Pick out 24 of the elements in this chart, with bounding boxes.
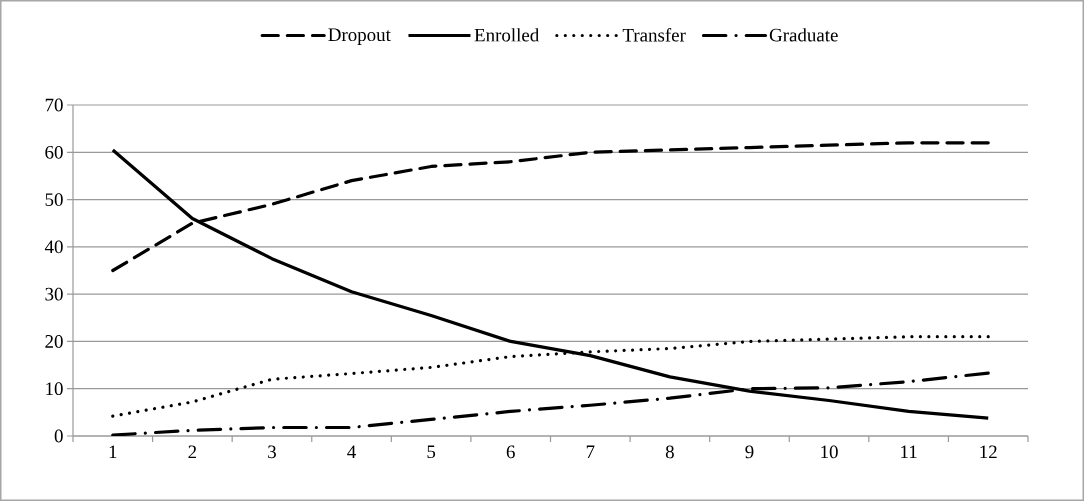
legend-label: Dropout <box>328 28 391 45</box>
y-tick-label: 40 <box>44 240 63 254</box>
legend-label: Transfer <box>622 28 686 42</box>
x-tick-label: 5 <box>427 445 436 459</box>
y-tick-label: 50 <box>45 193 63 206</box>
x-tick-label: 7 <box>586 445 595 458</box>
x-tick-label: 4 <box>347 445 356 458</box>
legend-label: Graduate <box>769 28 838 42</box>
x-tick-label: 2 <box>188 445 197 459</box>
x-tick-label: 9 <box>745 445 754 459</box>
y-tick-label: 20 <box>45 335 63 348</box>
y-tick-label: 60 <box>45 145 63 159</box>
y-tick-label: 0 <box>54 429 63 443</box>
legend-label: Enrolled <box>474 28 540 42</box>
x-tick-label: 11 <box>901 445 917 459</box>
x-tick-label: 1 <box>109 445 117 459</box>
x-tick-label: 10 <box>821 445 838 459</box>
x-tick-label: 8 <box>665 445 674 459</box>
y-tick-label: 70 <box>45 98 63 112</box>
x-tick-label: 3 <box>268 445 276 459</box>
y-tick-label: 10 <box>46 382 63 396</box>
y-tick-label: 30 <box>45 287 63 301</box>
x-tick-label: 6 <box>506 445 515 459</box>
x-tick-label: 12 <box>980 445 997 459</box>
